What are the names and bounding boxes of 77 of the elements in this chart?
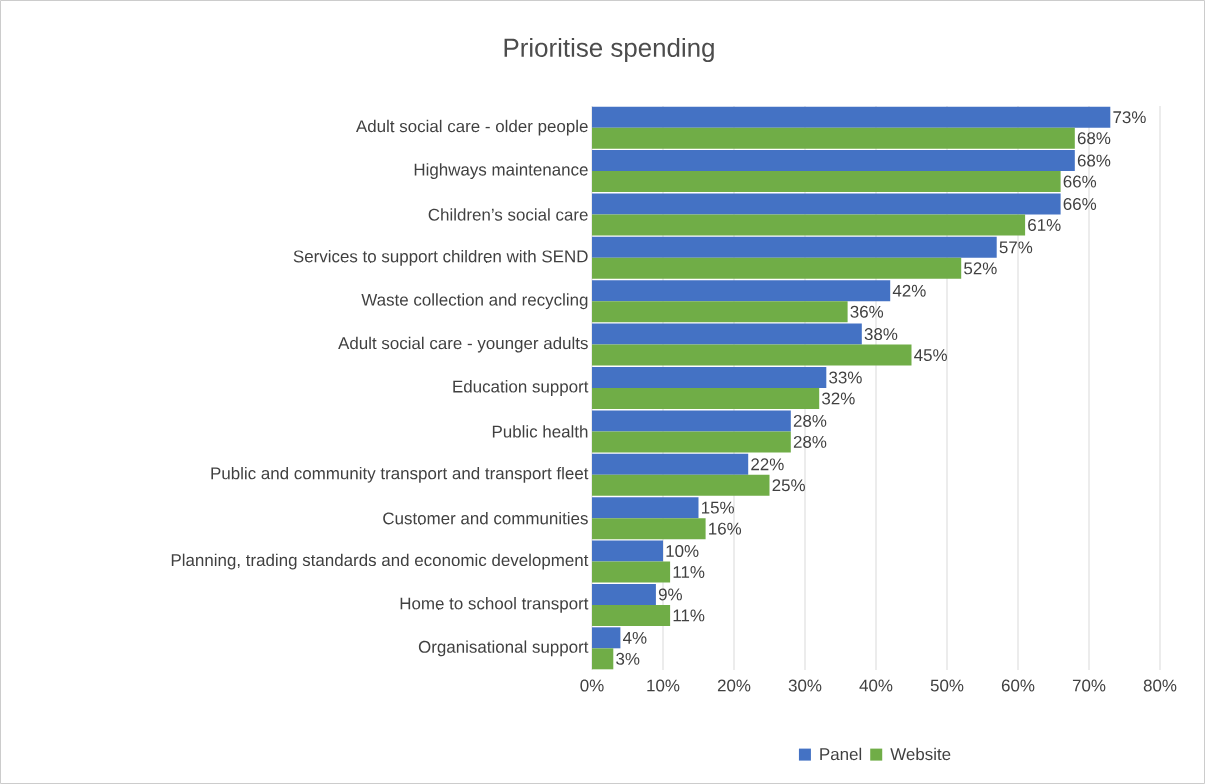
bar (592, 301, 848, 323)
bar (592, 604, 671, 626)
bar (592, 561, 671, 583)
data-label: 57% (999, 241, 1033, 254)
data-label: 38% (864, 328, 898, 341)
bar (592, 150, 1075, 172)
data-label: 33% (829, 371, 862, 384)
x-tick-label: 0% (580, 679, 604, 692)
data-label: 73% (1113, 111, 1146, 124)
y-tick-label: Services to support children with SEND (293, 249, 588, 266)
bar (592, 367, 827, 388)
data-label: 22% (751, 458, 784, 471)
data-label: 3% (616, 652, 640, 665)
bar (592, 583, 656, 605)
x-tick-label: 30% (788, 679, 822, 692)
data-label: 61% (1028, 218, 1061, 231)
bar (592, 236, 997, 258)
x-tick-label: 50% (930, 679, 964, 692)
bar (592, 171, 1061, 193)
bar (592, 323, 862, 345)
y-tick-label: Planning, trading standards and economic development (171, 553, 589, 570)
legend-label: Panel (820, 747, 862, 761)
bar (592, 648, 614, 670)
x-tick-label: 20% (717, 679, 751, 692)
bar (592, 193, 1061, 215)
bar (592, 214, 1026, 236)
bar (592, 344, 912, 366)
bar (592, 431, 791, 453)
x-tick-label: 70% (1072, 679, 1106, 692)
bar (592, 280, 891, 302)
data-label: 15% (702, 501, 734, 514)
bar (592, 453, 749, 475)
data-label: 28% (793, 435, 827, 448)
y-tick-label: Organisational support (418, 640, 589, 657)
x-tick-label: 10% (647, 679, 680, 692)
y-tick-label: Waste collection and recycling (361, 293, 588, 310)
x-tick-label: 80% (1143, 679, 1177, 692)
y-tick-label: Adult social care - older people (355, 119, 588, 136)
data-label: 52% (964, 262, 997, 275)
legend-label: Website (890, 747, 951, 761)
data-label: 9% (658, 588, 682, 601)
data-label: 16% (709, 522, 742, 535)
y-tick-label: Highways maintenance (414, 163, 588, 179)
data-label: 25% (772, 479, 805, 492)
data-label: 10% (666, 545, 699, 558)
data-label: 68% (1077, 132, 1111, 145)
data-label: 11% (673, 609, 705, 622)
bar (592, 627, 621, 649)
y-tick-label: Home to school transport (400, 597, 589, 613)
data-label: 36% (850, 305, 884, 318)
y-tick-label: Children’s social care (428, 208, 588, 221)
data-label: 68% (1077, 154, 1111, 167)
x-tick-label: 60% (1001, 679, 1035, 692)
bar (592, 127, 1075, 149)
data-label: 42% (892, 284, 926, 297)
bar (592, 410, 791, 432)
data-label: 66% (1063, 175, 1097, 188)
data-label: 45% (914, 349, 947, 362)
x-tick-label: 40% (859, 679, 893, 692)
chart-title: Prioritise spending (504, 37, 714, 63)
data-label: 28% (793, 414, 827, 427)
data-label: 66% (1063, 197, 1097, 210)
data-label: 32% (822, 392, 855, 405)
bar (592, 106, 1111, 128)
bar (592, 474, 770, 496)
y-tick-label: Customer and communities (383, 511, 588, 525)
y-tick-label: Adult social care - younger adults (338, 336, 588, 353)
y-tick-label: Public and community transport and transport fleet (211, 466, 589, 483)
bar (592, 388, 820, 409)
data-label: 4% (622, 631, 647, 644)
y-tick-label: Education support (453, 380, 589, 396)
data-label: 11% (673, 566, 705, 578)
y-tick-label: Public health (492, 425, 588, 438)
bar (592, 518, 706, 540)
bar (592, 497, 699, 519)
bar (592, 540, 663, 562)
bar (592, 257, 962, 279)
